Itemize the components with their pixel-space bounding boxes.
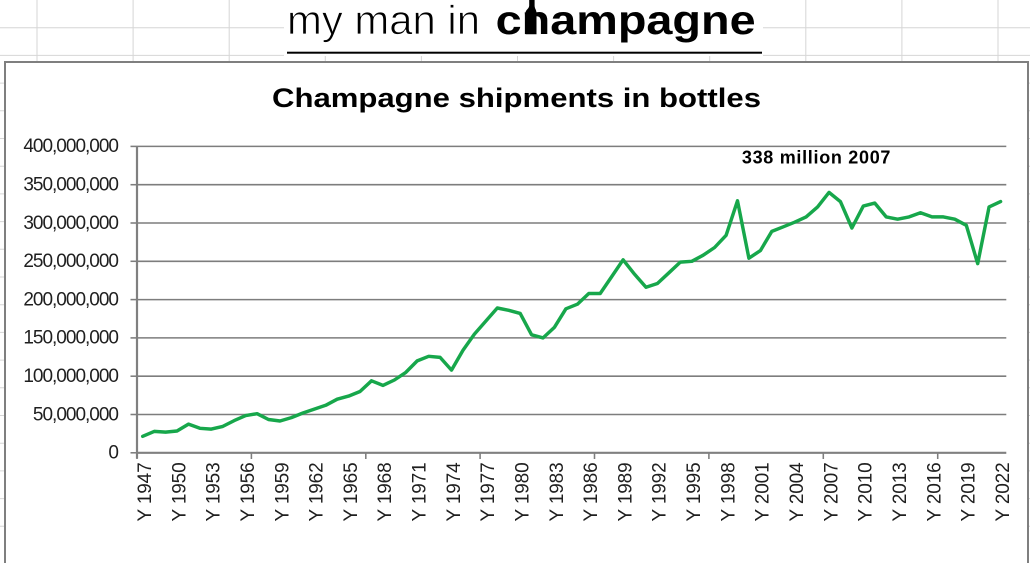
svg-text:Y 2019: Y 2019 [959,463,980,522]
svg-text:cnampagne: cnampagne [496,0,756,43]
svg-text:Y 1959: Y 1959 [272,463,293,522]
svg-text:50,000,000: 50,000,000 [33,404,119,425]
svg-text:my man in: my man in [287,0,480,43]
svg-text:Y 1998: Y 1998 [718,463,739,522]
svg-text:Y 1962: Y 1962 [307,463,328,522]
svg-text:Champagne shipments in bottles: Champagne shipments in bottles [272,84,761,114]
svg-text:Y 2016: Y 2016 [924,463,945,522]
svg-text:Y 1992: Y 1992 [650,463,671,522]
svg-text:Y 1986: Y 1986 [581,463,602,522]
svg-text:Y 1983: Y 1983 [547,463,568,522]
svg-text:Y 1950: Y 1950 [169,463,190,522]
svg-text:Y 1956: Y 1956 [238,463,259,522]
svg-text:400,000,000: 400,000,000 [23,136,118,157]
svg-text:Y 1980: Y 1980 [513,463,534,522]
svg-text:150,000,000: 150,000,000 [23,328,118,349]
svg-text:Y 2022: Y 2022 [993,463,1014,522]
svg-text:Y 1989: Y 1989 [615,463,636,522]
svg-text:Y 1977: Y 1977 [478,463,499,522]
svg-text:Y 1974: Y 1974 [444,462,465,522]
svg-text:Y 2010: Y 2010 [856,463,877,522]
svg-text:350,000,000: 350,000,000 [23,175,118,196]
svg-text:Y 1968: Y 1968 [375,463,396,522]
svg-text:250,000,000: 250,000,000 [23,251,118,272]
svg-text:Y 1971: Y 1971 [410,463,431,522]
svg-text:0: 0 [108,443,118,464]
svg-text:300,000,000: 300,000,000 [23,213,118,234]
svg-text:100,000,000: 100,000,000 [23,366,118,387]
svg-text:Y 2001: Y 2001 [753,463,774,522]
svg-text:Y 2007: Y 2007 [821,463,842,522]
svg-text:Y 2004: Y 2004 [787,462,808,522]
svg-text:Y 1953: Y 1953 [204,463,225,522]
svg-text:200,000,000: 200,000,000 [23,289,118,310]
svg-text:Y 1965: Y 1965 [341,463,362,522]
svg-text:Y 2013: Y 2013 [890,463,911,522]
svg-text:Y 1995: Y 1995 [684,463,705,522]
svg-text:Y 1947: Y 1947 [135,463,156,522]
svg-text:338 million 2007: 338 million 2007 [742,148,891,168]
